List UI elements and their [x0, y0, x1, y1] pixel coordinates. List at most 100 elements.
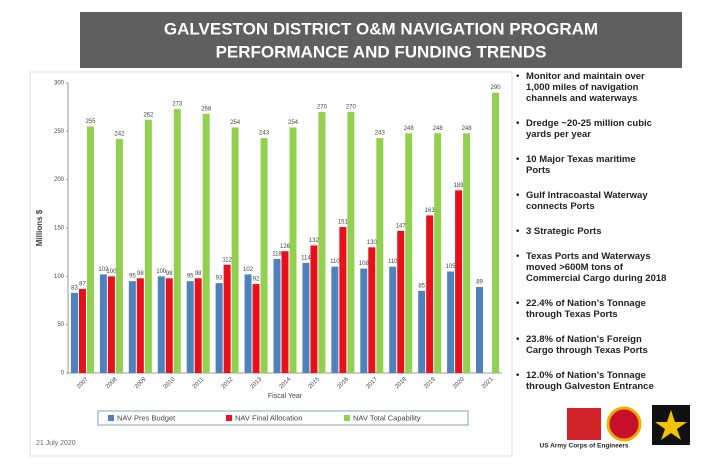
bullet-dot: • — [516, 190, 520, 201]
bar — [223, 264, 231, 373]
title-band — [80, 12, 682, 68]
bar — [144, 119, 152, 373]
bullet: 10 Major Texas maritime Ports — [526, 154, 636, 176]
y-tick-label: 200 — [54, 177, 65, 183]
bar — [70, 292, 78, 373]
bar — [186, 281, 194, 373]
data-label: 95 — [129, 274, 136, 280]
data-label: 102 — [98, 267, 109, 273]
bullet: 22.4% of Nation's Tonnage through Texas P… — [526, 298, 646, 320]
bar — [99, 274, 107, 373]
data-label: 89 — [476, 280, 483, 286]
bar — [447, 271, 455, 373]
data-label: 243 — [375, 131, 386, 137]
legend-swatch — [226, 415, 232, 421]
data-label: 110 — [388, 259, 398, 265]
data-label: 95 — [187, 274, 194, 280]
bar — [281, 251, 289, 373]
data-label: 248 — [404, 126, 415, 132]
title: GALVESTON DISTRICT O&M NAVIGATION PROGRA… — [164, 19, 598, 38]
legend-box — [97, 410, 469, 426]
data-label: 189 — [454, 183, 465, 189]
data-label: 102 — [243, 267, 254, 273]
bullet-dot: • — [516, 370, 520, 381]
bar — [405, 133, 413, 373]
bullet-dot: • — [516, 251, 520, 262]
data-label: 98 — [166, 271, 173, 277]
bar — [115, 139, 123, 373]
bullet: Monitor and maintain over 1,000 miles of … — [526, 71, 645, 104]
bar — [260, 138, 268, 373]
data-label: 130 — [367, 240, 378, 246]
data-label: 248 — [462, 126, 473, 132]
bullet: 3 Strategic Ports — [526, 226, 602, 237]
title: PERFORMANCE AND FUNDING TRENDS — [216, 42, 547, 61]
data-label: 126 — [280, 244, 291, 250]
bar — [476, 286, 484, 373]
bar — [310, 245, 318, 373]
data-label: 254 — [288, 120, 299, 126]
bar — [434, 133, 442, 373]
bullet-dot: • — [516, 334, 520, 345]
bar — [194, 278, 202, 373]
logo-text: US Army Corps of Engineers — [540, 443, 629, 450]
bar — [231, 127, 239, 373]
data-label: 92 — [253, 277, 260, 283]
data-label: 151 — [338, 220, 349, 226]
bar — [360, 268, 368, 373]
bar — [347, 112, 355, 373]
y-tick-label: 300 — [54, 81, 65, 87]
bar — [157, 276, 165, 373]
bullet-dot: • — [516, 118, 520, 129]
data-label: 268 — [201, 107, 212, 113]
bullet: Texas Ports and Waterways moved >600M ton… — [526, 251, 666, 284]
data-label: 270 — [317, 105, 328, 111]
logo — [567, 408, 601, 440]
bar — [463, 133, 471, 373]
bar — [86, 126, 94, 373]
y-tick-label: 150 — [54, 226, 65, 232]
data-label: 83 — [71, 285, 78, 291]
bar — [492, 92, 500, 374]
data-label: 163 — [425, 208, 436, 214]
data-label: 243 — [259, 131, 270, 137]
bar — [289, 127, 297, 373]
bar — [165, 278, 173, 373]
data-label: 118 — [272, 252, 282, 258]
data-label: 100 — [156, 269, 167, 275]
y-axis-label: Millions $ — [35, 209, 44, 246]
bar — [397, 230, 405, 373]
bar — [389, 266, 397, 373]
data-label: 87 — [79, 281, 86, 287]
y-tick-label: 250 — [54, 129, 65, 135]
data-label: 248 — [433, 126, 444, 132]
bullet-dot: • — [516, 71, 520, 82]
bar — [136, 278, 144, 373]
data-label: 255 — [85, 119, 96, 125]
bar — [215, 283, 223, 373]
bar — [128, 281, 136, 373]
bar — [78, 288, 86, 373]
data-label: 147 — [396, 223, 407, 229]
bar — [173, 109, 181, 373]
bar — [202, 113, 210, 373]
data-label: 108 — [359, 261, 370, 267]
bar — [455, 190, 463, 373]
y-tick-label: 0 — [61, 371, 65, 377]
data-label: 93 — [216, 276, 223, 282]
data-label: 98 — [137, 271, 144, 277]
data-label: 112 — [222, 257, 232, 263]
bar — [368, 247, 376, 373]
data-label: 100 — [106, 269, 117, 275]
bar — [426, 215, 434, 373]
bullet-dot: • — [516, 226, 520, 237]
legend-label: NAV Final Allocation — [235, 413, 302, 422]
x-axis-label: Fiscal Year — [268, 393, 303, 400]
data-label: 132 — [309, 238, 320, 244]
bar — [244, 274, 252, 373]
bar — [318, 112, 326, 373]
bar — [107, 276, 115, 373]
legend-swatch — [108, 415, 114, 421]
bullet: 23.8% of Nation's Foreign Cargo through T… — [526, 334, 648, 356]
data-label: 254 — [230, 120, 241, 126]
